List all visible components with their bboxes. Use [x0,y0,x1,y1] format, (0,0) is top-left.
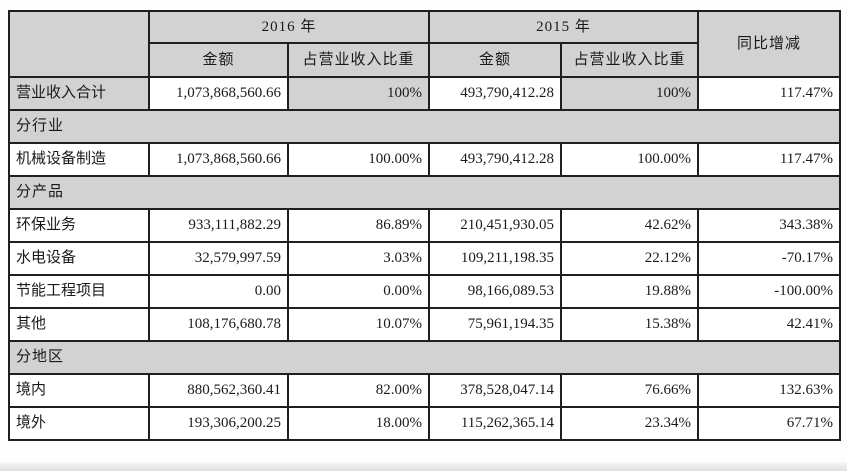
table-row-hydropower-equipment: 水电设备 32,579,997.59 3.03% 109,211,198.35 … [8,241,842,276]
amount-2016-cell: 193,306,200.25 [148,406,289,441]
yoy-cell: 132.63% [697,373,842,408]
share-2015-cell: 15.38% [560,307,700,342]
section-row-by-industry: 分行业 [7,109,842,144]
yoy-cell: 67.71% [697,406,842,441]
section-label: 分地区 [7,340,842,375]
share-2015-cell: 22.12% [560,241,700,276]
amount-2015-cell: 378,528,047.14 [428,373,563,408]
row-label: 机械设备制造 [8,142,150,177]
yoy-cell: 42.41% [697,307,842,342]
share-2016-cell: 3.03% [286,241,431,276]
share-2015-cell: 19.88% [560,274,700,309]
row-label: 境内 [8,373,150,408]
table-row-energy-saving-project: 节能工程项目 0.00 0.00% 98,166,089.53 19.88% -… [8,274,842,309]
yoy-cell: -70.17% [697,241,842,276]
share-2015-cell: 76.66% [560,373,700,408]
header-share-2016: 占营业收入比重 [286,42,431,78]
header-amount-2016: 金额 [148,42,289,78]
header-amount-2015: 金额 [428,42,563,78]
row-label: 环保业务 [8,208,150,243]
row-label: 水电设备 [8,241,150,276]
yoy-cell: 117.47% [697,76,842,111]
row-label: 境外 [8,406,150,441]
amount-2015-cell: 493,790,412.28 [428,76,563,111]
amount-2016-cell: 1,073,868,560.66 [148,76,289,111]
header-corner-cell [8,10,150,78]
share-2015-cell: 100.00% [560,142,700,177]
bottom-shadow-strip [0,462,847,471]
row-label: 节能工程项目 [8,274,150,309]
share-2016-cell: 82.00% [286,373,431,408]
section-row-by-region: 分地区 [7,340,842,375]
amount-2015-cell: 493,790,412.28 [428,142,563,177]
table-row-machinery-manufacturing: 机械设备制造 1,073,868,560.66 100.00% 493,790,… [8,142,842,177]
amount-2016-cell: 880,562,360.41 [148,373,289,408]
amount-2016-cell: 1,073,868,560.66 [148,142,289,177]
amount-2015-cell: 115,262,365.14 [428,406,563,441]
yoy-cell: 343.38% [697,208,842,243]
share-2015-cell: 42.62% [560,208,700,243]
yoy-cell: -100.00% [697,274,842,309]
table-row-domestic: 境内 880,562,360.41 82.00% 378,528,047.14 … [8,373,842,408]
share-2016-cell: 100.00% [286,142,431,177]
section-row-by-product: 分产品 [7,175,842,210]
table-row-other: 其他 108,176,680.78 10.07% 75,961,194.35 1… [8,307,842,342]
share-2016-cell: 86.89% [286,208,431,243]
header-year-2015: 2015 年 [428,10,700,44]
amount-2016-cell: 933,111,882.29 [148,208,289,243]
amount-2016-cell: 32,579,997.59 [148,241,289,276]
section-label: 分行业 [7,109,842,144]
row-label: 其他 [8,307,150,342]
revenue-breakdown-table: 2016 年 2015 年 同比增减 金额 占营业收入比重 金额 占营业收入比重… [7,10,842,441]
table-row-environmental-business: 环保业务 933,111,882.29 86.89% 210,451,930.0… [8,208,842,243]
amount-2015-cell: 98,166,089.53 [428,274,563,309]
yoy-cell: 117.47% [697,142,842,177]
share-2016-cell: 100% [286,76,431,111]
header-share-2015: 占营业收入比重 [560,42,700,78]
header-row-measures: 金额 占营业收入比重 金额 占营业收入比重 [9,42,840,78]
table-row-overseas: 境外 193,306,200.25 18.00% 115,262,365.14 … [8,406,842,441]
revenue-breakdown-table-wrap: 2016 年 2015 年 同比增减 金额 占营业收入比重 金额 占营业收入比重… [7,10,842,441]
row-label: 营业收入合计 [8,76,150,111]
header-yoy: 同比增减 [697,10,842,78]
share-2015-cell: 23.34% [560,406,700,441]
section-label: 分产品 [7,175,842,210]
share-2016-cell: 18.00% [286,406,431,441]
amount-2015-cell: 109,211,198.35 [428,241,563,276]
amount-2016-cell: 108,176,680.78 [148,307,289,342]
amount-2015-cell: 75,961,194.35 [428,307,563,342]
header-year-2016: 2016 年 [147,10,431,44]
share-2016-cell: 0.00% [286,274,431,309]
header-row-years: 2016 年 2015 年 同比增减 [8,10,842,78]
amount-2016-cell: 0.00 [148,274,289,309]
table-row-total-revenue: 营业收入合计 1,073,868,560.66 100% 493,790,412… [8,76,842,111]
share-2016-cell: 10.07% [286,307,431,342]
share-2015-cell: 100% [560,76,700,111]
amount-2015-cell: 210,451,930.05 [428,208,563,243]
